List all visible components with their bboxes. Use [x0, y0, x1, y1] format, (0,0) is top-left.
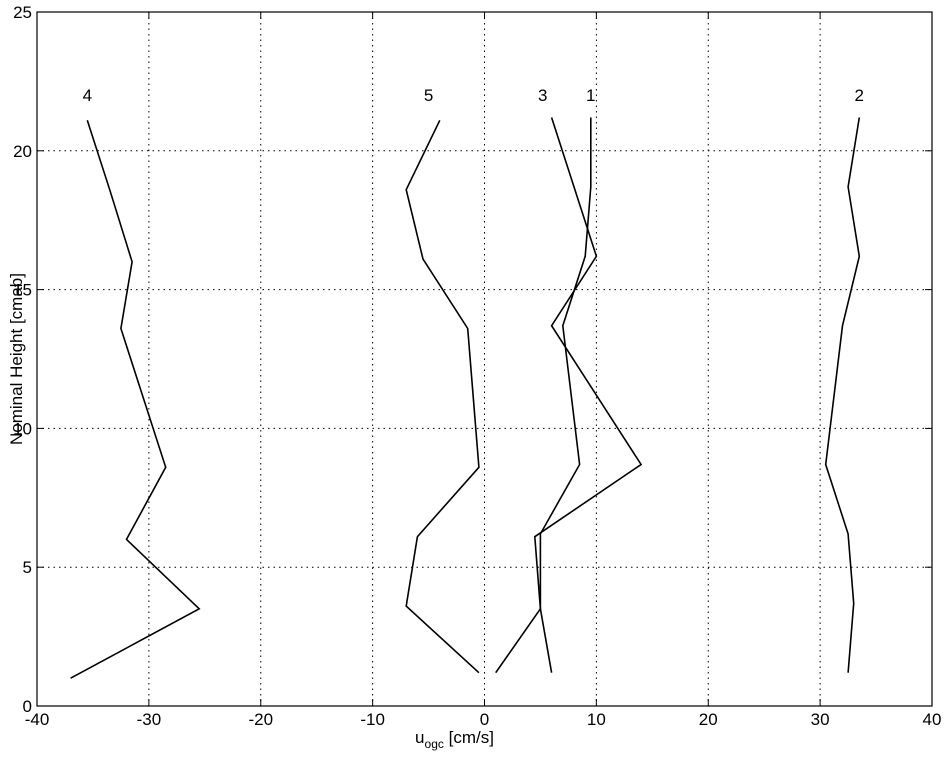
- series-label-3: 3: [538, 86, 547, 105]
- x-tick-label: 10: [587, 710, 606, 729]
- x-tick-label: 20: [699, 710, 718, 729]
- series-line-1: [539, 117, 592, 673]
- y-tick-label: 15: [13, 281, 32, 300]
- x-tick-label: -30: [137, 710, 162, 729]
- x-axis-label: uogc [cm/s]: [415, 728, 494, 751]
- y-tick-label: 0: [23, 697, 32, 716]
- series-label-1: 1: [586, 86, 595, 105]
- series-line-3: [495, 117, 643, 674]
- y-axis-label: Nominal Height [cmab]: [7, 273, 26, 445]
- series-line-2: [824, 117, 861, 673]
- x-tick-label: -10: [360, 710, 385, 729]
- x-tick-label: 40: [923, 710, 942, 729]
- x-tick-label: 0: [480, 710, 489, 729]
- x-axis-label-sub: ogc: [425, 737, 444, 751]
- y-tick-label: 25: [13, 3, 32, 22]
- x-tick-label: -20: [248, 710, 273, 729]
- x-axis-label-main: u: [415, 728, 424, 747]
- y-tick-label: 20: [13, 142, 32, 161]
- series-label-4: 4: [83, 86, 92, 105]
- grid-lines: [37, 12, 932, 706]
- y-tick-label: 5: [23, 558, 32, 577]
- y-tick-label: 10: [13, 419, 32, 438]
- series-label-5: 5: [424, 86, 433, 105]
- x-tick-label: 30: [811, 710, 830, 729]
- x-tick-label: -40: [25, 710, 50, 729]
- series-labels: 4 5 3 1 2: [83, 86, 864, 105]
- series-label-2: 2: [855, 86, 864, 105]
- series-lines: [70, 117, 861, 679]
- series-line-5: [405, 119, 480, 674]
- series-line-4: [70, 120, 201, 679]
- x-axis-label-unit: [cm/s]: [444, 728, 494, 747]
